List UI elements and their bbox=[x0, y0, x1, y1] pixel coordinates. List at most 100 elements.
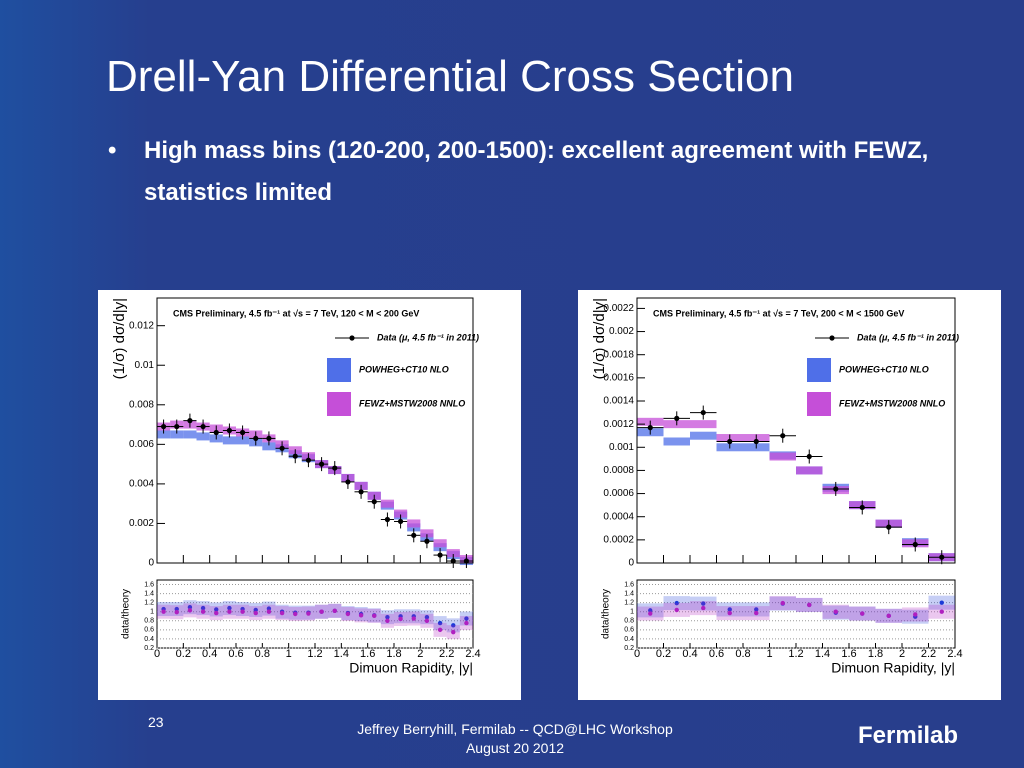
ratio-point bbox=[411, 616, 416, 621]
footer: Jeffrey Berryhill, Fermilab -- QCD@LHC W… bbox=[300, 720, 730, 758]
theory-band bbox=[222, 436, 236, 445]
legend-label: Data (μ, 4.5 fb⁻¹ in 2011) bbox=[377, 332, 479, 342]
data-point bbox=[292, 453, 298, 459]
x-tick-label: 1.6 bbox=[360, 648, 375, 660]
ratio-point bbox=[266, 609, 272, 614]
theory-band bbox=[380, 499, 394, 508]
ratio-point bbox=[187, 605, 193, 610]
ratio-point bbox=[424, 614, 430, 620]
ratio-axis-label: data/theory bbox=[121, 589, 132, 639]
legend-key bbox=[807, 392, 831, 416]
ratio-point bbox=[214, 610, 219, 616]
ratio-point bbox=[266, 606, 272, 611]
ratio-tick-label: 1.2 bbox=[624, 600, 634, 607]
data-point bbox=[780, 433, 786, 439]
y-axis-label: (1/σ) dσ/d|y| bbox=[111, 298, 128, 379]
ratio-point bbox=[345, 611, 351, 617]
x-tick-label: 0.6 bbox=[228, 648, 243, 660]
y-tick-label: 0.0002 bbox=[603, 534, 634, 545]
ratio-point bbox=[174, 609, 179, 615]
ratio-point bbox=[174, 606, 179, 612]
ratio-point bbox=[451, 623, 456, 628]
x-axis-label: Dimuon Rapidity, |y| bbox=[831, 660, 955, 676]
data-point bbox=[674, 415, 680, 421]
theory-band bbox=[433, 539, 447, 548]
ratio-point bbox=[253, 610, 258, 616]
ratio-tick-label: 1.4 bbox=[624, 590, 634, 597]
theory-band bbox=[196, 432, 210, 441]
theory-band bbox=[420, 529, 434, 538]
ratio-tick-label: 0.2 bbox=[144, 645, 154, 652]
page-number: 23 bbox=[148, 714, 164, 730]
ratio-point bbox=[398, 616, 403, 622]
data-point bbox=[727, 438, 733, 445]
data-point bbox=[397, 518, 404, 525]
data-point bbox=[279, 445, 285, 451]
x-tick-label: 2 bbox=[417, 648, 423, 660]
x-tick-label: 0.2 bbox=[176, 648, 191, 660]
y-tick-label: 0.002 bbox=[609, 326, 634, 337]
x-tick-label: 0.8 bbox=[255, 648, 270, 660]
legend-key bbox=[807, 358, 831, 382]
y-tick-label: 0.01 bbox=[135, 360, 155, 371]
ratio-point bbox=[306, 611, 311, 616]
ratio-point bbox=[437, 620, 443, 626]
y-tick-label: 0.0006 bbox=[603, 488, 634, 499]
ratio-tick-label: 0.8 bbox=[144, 618, 154, 625]
legend-label: POWHEG+CT10 NLO bbox=[359, 364, 449, 374]
legend-label: POWHEG+CT10 NLO bbox=[839, 364, 929, 374]
y-tick-label: 0.001 bbox=[609, 442, 634, 453]
x-tick-label: 1 bbox=[766, 648, 772, 660]
x-axis-label: Dimuon Rapidity, |y| bbox=[349, 660, 473, 676]
theory-band bbox=[407, 519, 421, 528]
ratio-point bbox=[727, 607, 732, 612]
ratio-tick-label: 1 bbox=[630, 609, 634, 616]
ratio-tick-label: 1.4 bbox=[144, 590, 154, 597]
x-tick-label: 1.2 bbox=[307, 648, 322, 660]
data-point bbox=[753, 438, 759, 445]
legend-key bbox=[829, 335, 835, 341]
data-point bbox=[239, 429, 246, 436]
y-tick-label: 0.012 bbox=[129, 320, 154, 331]
ratio-point bbox=[701, 605, 706, 611]
theory-band bbox=[769, 452, 796, 461]
ratio-point bbox=[437, 627, 443, 633]
chart-header: CMS Preliminary, 4.5 fb⁻¹ at √s = 7 TeV,… bbox=[173, 308, 419, 318]
theory-band bbox=[157, 430, 171, 439]
ratio-point bbox=[780, 600, 785, 606]
ratio-point bbox=[451, 629, 456, 635]
ratio-point bbox=[200, 605, 206, 611]
y-tick-label: 0.0004 bbox=[603, 511, 634, 522]
legend-key bbox=[349, 335, 355, 341]
data-point bbox=[332, 465, 338, 471]
data-point bbox=[859, 504, 865, 511]
data-point bbox=[160, 423, 167, 430]
chart-panel bbox=[578, 290, 1001, 700]
y-tick-label: 0.0018 bbox=[603, 349, 634, 360]
data-point bbox=[371, 499, 377, 505]
ratio-point bbox=[754, 607, 759, 612]
ratio-point bbox=[200, 609, 206, 614]
ratio-point bbox=[187, 608, 193, 613]
ratio-point bbox=[674, 607, 679, 613]
ratio-point bbox=[358, 613, 364, 618]
ratio-point bbox=[372, 613, 377, 619]
ratio-point bbox=[674, 600, 679, 606]
legend-label: FEWZ+MSTW2008 NNLO bbox=[839, 398, 945, 408]
y-tick-label: 0.0012 bbox=[603, 419, 634, 430]
ratio-point bbox=[648, 608, 653, 613]
ratio-tick-label: 1.2 bbox=[144, 600, 154, 607]
data-point bbox=[345, 479, 351, 485]
x-tick-label: 0.6 bbox=[709, 648, 724, 660]
ratio-point bbox=[227, 609, 232, 614]
legend-key bbox=[327, 358, 351, 382]
data-point bbox=[213, 429, 219, 436]
slide-title: Drell-Yan Differential Cross Section bbox=[106, 52, 794, 101]
data-point bbox=[358, 489, 364, 495]
ratio-point bbox=[385, 618, 390, 623]
data-point bbox=[886, 524, 892, 530]
ratio-point bbox=[939, 600, 944, 605]
theory-band bbox=[262, 442, 276, 451]
ratio-tick-label: 0.6 bbox=[624, 627, 634, 634]
ratio-point bbox=[648, 611, 653, 616]
